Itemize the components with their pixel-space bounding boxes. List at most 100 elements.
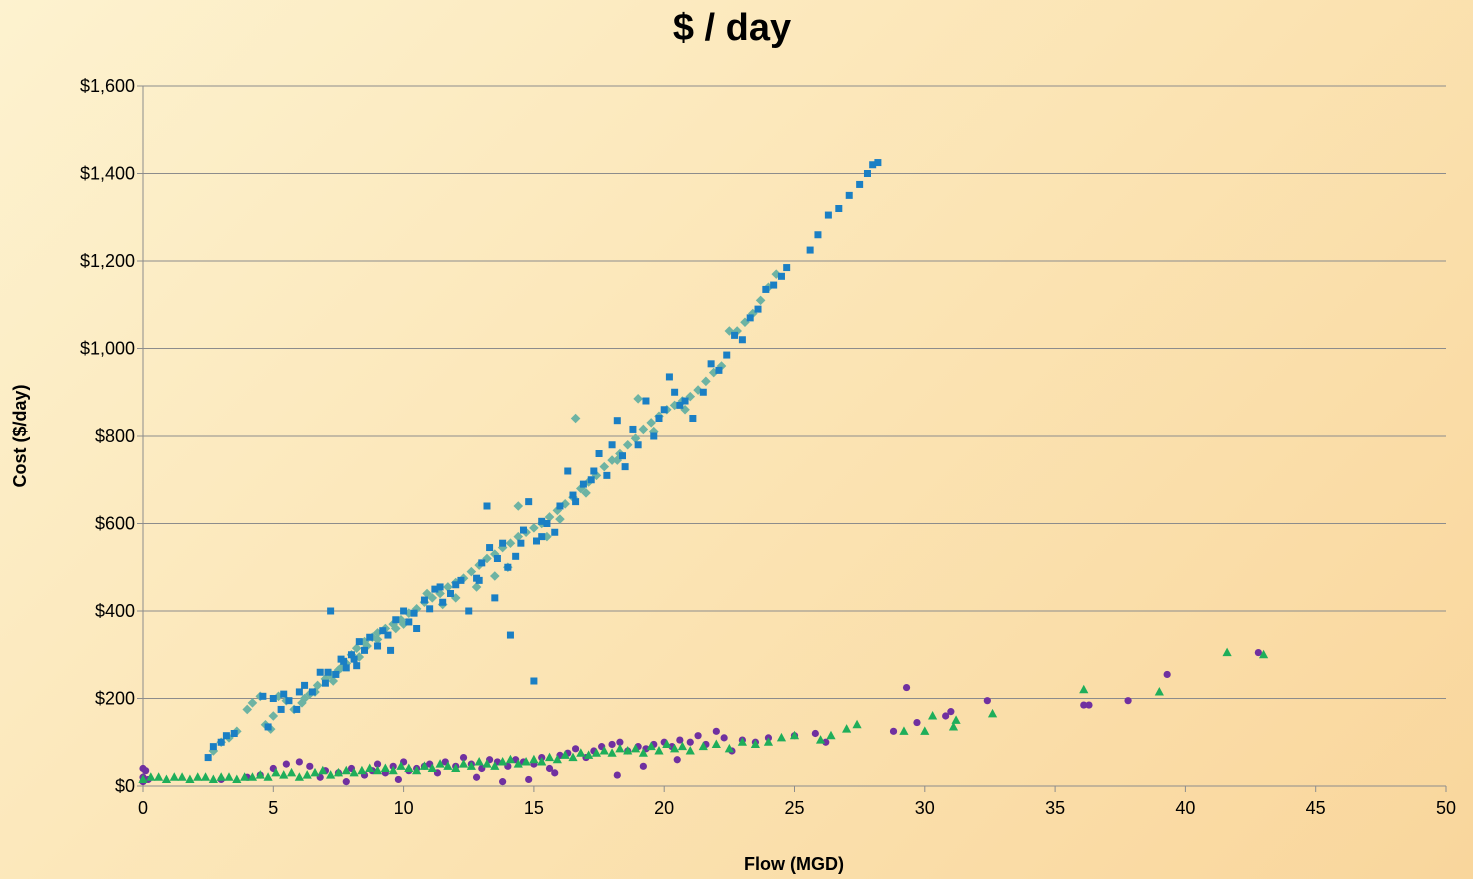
data-point-triangle (161, 774, 172, 783)
data-point-triangle (646, 741, 656, 751)
data-point-diamond (299, 693, 310, 704)
data-point-triangle (987, 708, 998, 718)
x-tick-label: 15 (524, 798, 544, 818)
y-axis-label: Cost ($/day) (10, 384, 30, 487)
data-point-diamond (390, 623, 401, 634)
x-tick-label: 10 (394, 798, 414, 818)
data-point-triangle (584, 750, 594, 759)
data-point-diamond (560, 499, 570, 509)
data-point-square (483, 502, 491, 510)
data-point-square (621, 463, 629, 471)
data-point-square (762, 285, 770, 293)
data-point-triangle (763, 737, 774, 746)
data-point-triangle (1154, 686, 1164, 696)
data-point-circle (1163, 670, 1171, 679)
data-point-square (452, 581, 460, 589)
data-point-diamond (328, 676, 339, 686)
data-point-square (230, 730, 238, 737)
data-point-triangle (419, 761, 430, 770)
data-point-square (269, 695, 277, 702)
data-point-triangle (630, 743, 641, 753)
data-point-circle (811, 729, 819, 738)
data-point-diamond (685, 391, 696, 402)
data-point-triangle (138, 774, 148, 783)
data-point-square (308, 688, 316, 696)
y-tick-label: $1,200 (80, 251, 135, 271)
data-point-square (387, 646, 395, 654)
data-point-square (533, 537, 541, 545)
data-point-diamond (242, 704, 253, 715)
data-point-square (209, 743, 217, 751)
data-point-square (410, 609, 418, 617)
data-point-square (770, 281, 778, 289)
data-point-triangle (899, 726, 909, 735)
x-tick-label: 50 (1436, 798, 1456, 818)
data-point-diamond (633, 394, 643, 404)
data-point-square (301, 681, 309, 689)
data-point-triangle (458, 759, 469, 768)
data-point-square (478, 559, 486, 567)
data-point-triangle (255, 770, 265, 779)
data-point-triangle (326, 770, 336, 779)
data-point-square (327, 607, 335, 615)
data-point-triangle (427, 763, 437, 772)
data-point-square (715, 366, 723, 374)
data-point-diamond (422, 588, 432, 599)
data-point-triangle (146, 772, 156, 781)
data-point-triangle (294, 772, 304, 781)
data-point-square (517, 539, 525, 547)
data-point-triangle (711, 739, 721, 748)
data-point-triangle (482, 759, 492, 768)
x-tick-label: 40 (1175, 798, 1195, 818)
data-point-circle (472, 773, 481, 781)
data-point-square (655, 415, 663, 422)
data-point-diamond (435, 588, 445, 599)
data-point-circle (394, 775, 402, 784)
data-point-square (738, 336, 746, 344)
data-point-diamond (630, 433, 641, 443)
data-point-triangle (185, 774, 195, 783)
data-point-square (374, 642, 382, 650)
data-point-triangle (451, 763, 461, 772)
series-triangle (138, 647, 1269, 783)
data-point-triangle (513, 759, 523, 768)
data-point-square (595, 450, 603, 457)
data-point-circle (676, 736, 684, 744)
data-point-triangle (623, 746, 633, 755)
data-point-diamond (716, 361, 727, 371)
data-point-square (499, 539, 507, 547)
data-point-square (506, 631, 514, 639)
data-point-square (361, 646, 369, 654)
x-tick-label: 0 (138, 798, 148, 818)
data-point-triangle (654, 746, 664, 755)
data-point-square (316, 668, 324, 676)
data-point-square (613, 417, 621, 425)
data-point-triangle (224, 772, 234, 781)
data-point-square (491, 594, 499, 602)
data-point-square (777, 272, 785, 280)
data-point-triangle (789, 730, 800, 740)
data-point-triangle (662, 739, 672, 748)
data-point-diamond (708, 367, 719, 378)
data-point-square (629, 425, 637, 433)
y-tick-label: $200 (95, 689, 135, 709)
data-point-triangle (498, 756, 508, 766)
data-point-triangle (216, 772, 226, 781)
data-point-square (869, 161, 877, 169)
data-point-triangle (154, 772, 164, 781)
data-point-square (342, 664, 350, 672)
data-point-square (295, 688, 303, 696)
data-point-triangle (521, 756, 531, 766)
data-point-square (280, 690, 288, 698)
data-point-triangle (208, 774, 218, 783)
data-point-diamond (471, 582, 482, 592)
data-point-diamond (372, 634, 383, 645)
data-point-diamond (247, 698, 258, 708)
chart-title: $ / day (673, 7, 791, 49)
x-tick-label: 25 (784, 798, 804, 818)
data-point-square (347, 651, 355, 659)
tick-labels: $0 $200 $400 $600 $800 $1,000 $1,200 $1,400 $1,6… (80, 76, 1456, 818)
data-point-square (835, 205, 843, 212)
data-point-diamond (529, 523, 539, 533)
data-point-triangle (404, 763, 414, 772)
